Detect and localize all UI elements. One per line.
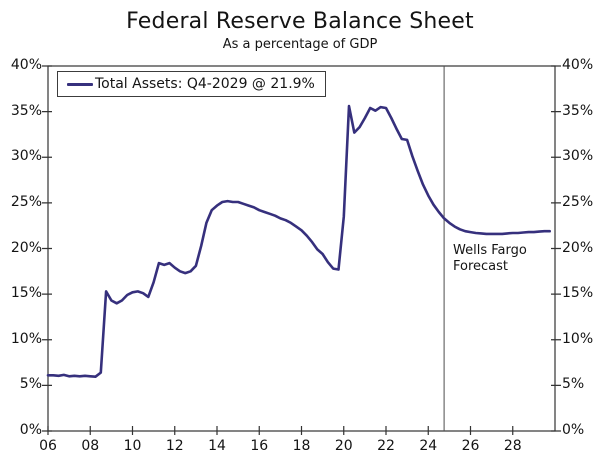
y-axis-label-left: 25% [10,193,42,210]
legend-line-swatch [67,82,93,86]
x-axis-label: 22 [377,438,395,454]
y-axis-label-right: 10% [562,330,594,347]
x-axis-label: 26 [461,438,480,454]
forecast-annotation: Wells Fargo Forecast [453,243,527,275]
legend: Total Assets: Q4-2029 @ 21.9% [57,71,326,97]
y-axis-label-right: 5% [562,376,585,393]
axis-ticks [42,65,561,435]
x-axis-label: 24 [419,438,438,454]
y-axis-label-left: 30% [10,148,42,165]
legend-label: Total Assets: Q4-2029 @ 21.9% [95,76,315,92]
y-axis-label-right: 25% [562,193,594,210]
y-axis-label-right: 15% [562,285,594,302]
y-axis-label-right: 40% [562,57,594,73]
chart-title: Federal Reserve Balance Sheet [126,9,474,34]
y-axis-label-left: 0% [19,422,42,438]
y-axis-label-left: 15% [10,285,42,302]
x-axis-label: 16 [250,438,269,454]
x-axis-label: 10 [123,438,142,454]
y-axis-label-right: 0% [562,422,585,438]
y-axis-label-right: 30% [562,148,594,165]
total-assets-line [46,104,552,379]
forecast-annotation-line-1: Wells Fargo [453,243,527,258]
x-axis-label: 12 [165,438,184,454]
y-axis-label-left: 10% [10,330,42,347]
chart-subtitle: As a percentage of GDP [222,37,378,52]
x-axis-label: 28 [503,438,522,454]
y-axis-label-left: 35% [10,102,42,119]
x-axis-label: 20 [334,438,353,454]
y-axis-label-right: 20% [562,239,594,256]
x-axis-label: 18 [292,438,311,454]
forecast-annotation-line-2: Forecast [453,259,509,274]
y-axis-label-right: 35% [562,102,594,119]
y-axis-label-left: 5% [19,376,42,393]
x-axis-label: 06 [39,438,57,454]
x-axis-label: 08 [81,438,100,454]
y-axis-label-left: 20% [10,239,42,256]
y-axis-label-left: 40% [10,57,42,73]
x-axis-label: 14 [208,438,226,454]
